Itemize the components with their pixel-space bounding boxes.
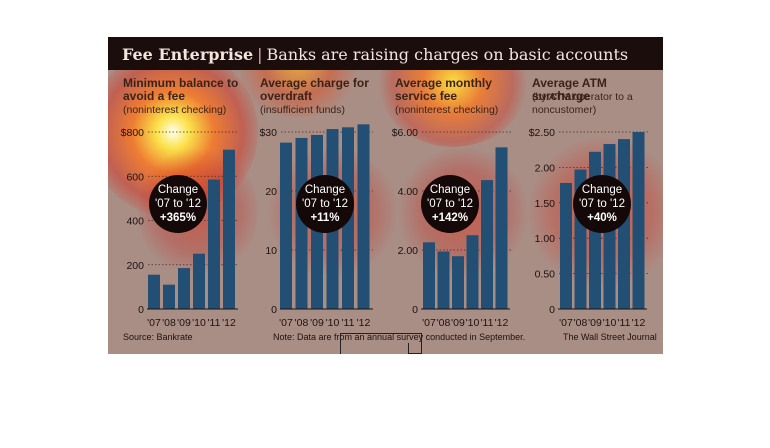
title-main: Fee Enterprise (122, 45, 254, 64)
y-tick-label: 20 (265, 186, 277, 198)
panel-subtitle-overdraft: (insufficient funds) (260, 104, 346, 116)
bar (223, 149, 235, 309)
badge-period: '07 to '12 (302, 198, 348, 210)
badge-percent: +365% (159, 212, 197, 224)
credit-text: The Wall Street Journal (563, 332, 657, 342)
bar (560, 182, 572, 309)
badge-label: Change (429, 184, 471, 196)
y-tick-label: 0 (271, 304, 277, 316)
x-tick-label: '09 (588, 317, 602, 329)
x-tick-label: '12 (357, 317, 371, 329)
x-tick-label: '12 (495, 317, 509, 329)
badge-period: '07 to '12 (427, 198, 473, 210)
x-tick-label: '11 (481, 317, 494, 329)
badge-period: '07 to '12 (155, 198, 201, 210)
y-tick-label: 4.00 (398, 186, 419, 198)
x-tick-label: '12 (632, 317, 646, 329)
panel-subtitle-monthly-fee: (noninterest checking) (395, 104, 499, 116)
title-separator: | (257, 45, 263, 64)
bar (193, 253, 205, 309)
selection-box-fragment (340, 333, 422, 354)
x-tick-label: '08 (574, 317, 588, 329)
y-tick-label: 0 (549, 304, 555, 316)
change-badge-min-balance: Change '07 to '12 +365% (149, 175, 207, 233)
bar (423, 242, 435, 309)
y-tick-label: 600 (126, 171, 144, 183)
bar (495, 147, 508, 309)
bar (280, 142, 292, 309)
panel-title-monthly-fee: Average monthly service fee (395, 76, 492, 103)
y-tick-label: 2.00 (535, 162, 556, 174)
badge-label: Change (581, 184, 623, 196)
x-tick-label: '11 (208, 317, 221, 329)
bar (466, 235, 479, 309)
page-title: Fee Enterprise | Banks are raising charges… (122, 45, 628, 64)
y-tick-label: $6.00 (392, 127, 418, 139)
panel-subtitle-min-balance: (noninterest checking) (123, 104, 227, 116)
x-tick-label: '10 (603, 317, 617, 329)
y-tick-label: 200 (126, 260, 144, 272)
header-bar: Fee Enterprise | Banks are raising charges… (108, 37, 663, 70)
x-tick-label: '07 (559, 317, 573, 329)
y-tick-label: 10 (265, 245, 277, 257)
x-tick-label: '08 (295, 317, 309, 329)
x-tick-label: '08 (162, 317, 176, 329)
y-tick-label: $30 (259, 127, 277, 139)
x-tick-label: '10 (326, 317, 340, 329)
x-tick-label: '12 (222, 317, 236, 329)
x-tick-label: '10 (466, 317, 480, 329)
selection-box-fragment (408, 343, 421, 354)
y-tick-label: 1.00 (535, 233, 556, 245)
y-tick-label: $800 (121, 127, 145, 139)
x-tick-label: '07 (279, 317, 293, 329)
change-badge-monthly-fee: Change '07 to '12 +142% (421, 175, 479, 233)
bar (357, 124, 370, 309)
bar (178, 268, 190, 309)
source-text: Source: Bankrate (123, 332, 193, 342)
panel-title-overdraft: Average charge for overdraft (260, 76, 369, 103)
x-tick-label: '10 (192, 317, 206, 329)
badge-period: '07 to '12 (579, 198, 625, 210)
x-tick-label: '08 (437, 317, 451, 329)
bar (295, 137, 308, 309)
y-tick-label: 400 (126, 216, 144, 228)
bar (163, 284, 175, 309)
y-tick-label: $2.50 (529, 127, 555, 139)
y-tick-label: 0 (412, 304, 418, 316)
badge-label: Change (157, 184, 199, 196)
panel-title-min-balance: Minimum balance to avoid a fee (123, 76, 239, 103)
title-subtitle: Banks are raising charges on basic accou… (266, 45, 629, 64)
bar (452, 256, 464, 309)
bar (148, 274, 160, 309)
x-tick-label: '09 (451, 317, 465, 329)
bar (632, 132, 645, 309)
change-badge-atm: Change '07 to '12 +40% (573, 175, 631, 233)
y-tick-label: 0.50 (535, 269, 556, 281)
y-tick-label: 0 (138, 304, 144, 316)
panel-subtitle-atm: (by ATM operator to a noncustomer) (532, 91, 633, 116)
change-badge-overdraft: Change '07 to '12 +11% (296, 175, 354, 233)
x-tick-label: '09 (310, 317, 324, 329)
x-tick-label: '07 (422, 317, 436, 329)
x-tick-label: '09 (177, 317, 191, 329)
bar (481, 180, 493, 309)
badge-label: Change (304, 184, 346, 196)
x-tick-label: '07 (147, 317, 161, 329)
figure: Fee Enterprise | Banks are raising charges… (108, 37, 663, 354)
bar (437, 251, 450, 309)
badge-percent: +40% (587, 212, 617, 224)
badge-percent: +142% (431, 212, 469, 224)
y-tick-label: 1.50 (535, 198, 556, 210)
badge-percent: +11% (310, 212, 340, 224)
bar (208, 179, 220, 309)
x-tick-label: '11 (342, 317, 355, 329)
panel-title-atm: Average ATM surcharge (532, 76, 607, 103)
y-tick-label: 2.00 (398, 245, 419, 257)
x-tick-label: '11 (618, 317, 631, 329)
note-text: Note: Data are from an annual survey con… (273, 332, 526, 342)
